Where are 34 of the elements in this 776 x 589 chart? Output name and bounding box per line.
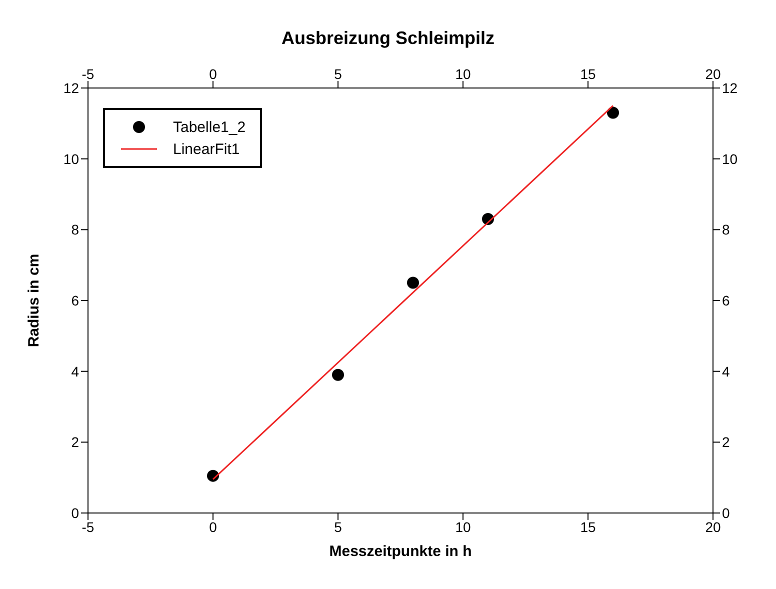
- y-tick-label: 8: [71, 222, 80, 238]
- y-tick-label: 4: [71, 363, 80, 380]
- x2-tick-label: 5: [334, 66, 342, 82]
- y2-tick-label: 0: [722, 504, 730, 521]
- x2-tick-label: 10: [455, 66, 471, 82]
- y2-tick-label: 4: [722, 363, 730, 380]
- x2-tick-label: 15: [580, 66, 596, 82]
- x-tick-label: -5: [82, 518, 94, 535]
- y-tick-label: 10: [63, 150, 80, 167]
- y2-tick-label: 10: [722, 150, 738, 167]
- legend-label: LinearFit1: [173, 140, 240, 158]
- point: [407, 276, 419, 289]
- y-tick-label: 2: [71, 434, 80, 450]
- x2-tick-label: 0: [209, 66, 218, 82]
- x-tick-label: 0: [209, 518, 218, 535]
- point: [607, 106, 619, 119]
- y-tick-label: 6: [71, 292, 80, 308]
- x2-tick-label: -5: [82, 66, 94, 82]
- y2-tick-label: 6: [722, 292, 730, 308]
- legend-label: Tabelle1_2: [173, 118, 246, 136]
- x-axis-title: Messzeitpunkte in h: [329, 543, 472, 560]
- y2-tick-label: 12: [722, 80, 738, 96]
- y2-tick-label: 8: [722, 222, 730, 238]
- x2-tick-label: 20: [705, 66, 721, 82]
- x-tick-label: 15: [580, 518, 596, 535]
- point: [332, 368, 344, 381]
- y2-tick-label: 2: [722, 434, 730, 450]
- x-tick-label: 20: [705, 518, 721, 535]
- y-axis-title: Radius in cm: [25, 254, 42, 348]
- x-tick-label: 5: [334, 518, 342, 535]
- y-tick-label: 0: [71, 504, 80, 521]
- y-tick-label: 12: [63, 80, 80, 96]
- chart-title: Ausbreizung Schleimpilz: [280, 28, 496, 49]
- x-tick-label: 10: [455, 518, 471, 535]
